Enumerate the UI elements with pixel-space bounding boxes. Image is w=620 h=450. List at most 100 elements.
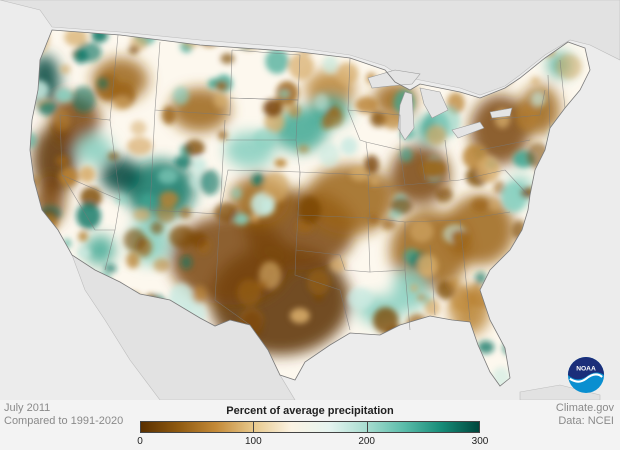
precip-patch xyxy=(107,151,119,161)
state-borders xyxy=(59,34,566,331)
legend-color-bar xyxy=(140,421,480,433)
precip-patch xyxy=(388,210,402,220)
precip-patch xyxy=(71,86,96,113)
precip-patch xyxy=(161,106,176,125)
caption-date: July 2011 xyxy=(4,402,51,414)
precip-patch xyxy=(392,268,428,312)
precip-patch xyxy=(368,213,380,225)
precip-patch xyxy=(400,147,413,163)
legend-tick-label: 100 xyxy=(244,436,262,447)
lake-michigan xyxy=(397,91,415,141)
precip-patch xyxy=(213,93,228,109)
precip-patch xyxy=(169,225,195,249)
canada-land xyxy=(0,0,620,96)
precip-patch xyxy=(322,55,338,74)
precip-patch xyxy=(417,294,427,302)
precip-patch xyxy=(372,307,399,334)
precip-patch xyxy=(531,76,541,87)
precip-patch xyxy=(73,48,89,64)
precip-patch xyxy=(288,52,314,81)
precip-patch xyxy=(297,144,310,154)
precip-patch xyxy=(251,173,265,186)
precip-patch xyxy=(56,155,70,167)
precip-patch xyxy=(178,207,192,219)
caption-left: July 2011 Compared to 1991-2020 xyxy=(4,402,123,428)
precip-patch xyxy=(501,182,527,213)
precip-patch xyxy=(278,90,290,98)
precip-patch xyxy=(126,251,140,269)
precip-patch xyxy=(424,298,441,317)
usa-outline xyxy=(29,29,591,387)
legend-tick-mark xyxy=(366,421,368,433)
precip-patch xyxy=(172,86,190,105)
precip-patch xyxy=(252,128,277,150)
precip-patch xyxy=(157,168,178,185)
precip-patch xyxy=(237,279,262,307)
caption-source: Climate.gov xyxy=(555,402,614,414)
precip-patch xyxy=(55,88,73,103)
precip-patch xyxy=(364,155,380,174)
precip-patch xyxy=(355,96,379,114)
precip-patch xyxy=(409,220,434,243)
precip-patch xyxy=(77,248,91,258)
precip-patch xyxy=(556,54,582,80)
precip-patch xyxy=(350,166,370,182)
precip-patch xyxy=(139,193,157,210)
precip-patch xyxy=(426,124,447,146)
precip-patch xyxy=(336,62,359,85)
precip-patch xyxy=(369,176,380,186)
precip-patch xyxy=(184,139,205,157)
precip-patch xyxy=(488,199,502,212)
precip-patch xyxy=(340,137,358,156)
precip-patch xyxy=(133,208,151,221)
precip-patch xyxy=(257,280,269,289)
precip-patch xyxy=(470,283,481,292)
caption-data-credit: Data: NCEI xyxy=(558,415,614,427)
precip-patch xyxy=(435,187,453,203)
precip-patch xyxy=(451,286,474,313)
precip-patch xyxy=(474,271,487,285)
precip-patch xyxy=(260,196,276,215)
legend-tick-label: 200 xyxy=(358,436,375,447)
caption-right: Climate.gov Data: NCEI xyxy=(556,402,614,428)
precip-patch xyxy=(38,100,57,116)
precipitation-map xyxy=(0,0,620,400)
precip-patch xyxy=(77,135,113,165)
precip-patch xyxy=(174,155,193,169)
precip-patch xyxy=(262,172,289,203)
precip-patch xyxy=(298,196,322,225)
precip-patch xyxy=(114,194,129,205)
precip-patch xyxy=(220,53,235,64)
precip-patch xyxy=(58,167,79,187)
precip-patch xyxy=(274,158,287,168)
precip-patch xyxy=(289,308,310,324)
precip-patch xyxy=(263,98,283,118)
precip-patch xyxy=(190,231,207,248)
precip-patch xyxy=(410,284,419,292)
legend-tick-label: 300 xyxy=(471,436,489,447)
precip-patch xyxy=(130,120,147,136)
precip-patch xyxy=(530,91,546,107)
precip-patch xyxy=(417,254,439,278)
precip-patch xyxy=(233,212,250,225)
precip-patch xyxy=(104,263,117,274)
precip-patch xyxy=(314,93,329,111)
precip-patch xyxy=(128,45,140,55)
precip-patch xyxy=(214,202,238,223)
precip-patch xyxy=(330,258,347,272)
legend-tick-label: 0 xyxy=(137,436,143,447)
precip-patch xyxy=(347,287,373,310)
legend-tick-mark xyxy=(253,421,255,433)
precip-patch xyxy=(381,218,396,231)
lake-huron xyxy=(419,87,449,119)
precip-patch xyxy=(111,96,131,111)
precip-patch xyxy=(150,221,164,235)
precip-patch xyxy=(321,116,332,130)
noaa-logo-text: NOAA xyxy=(576,365,596,372)
precip-patch xyxy=(53,108,71,131)
precip-patch xyxy=(158,190,179,208)
lake-superior xyxy=(367,69,421,89)
precip-patch xyxy=(218,130,228,141)
precip-patch xyxy=(470,95,530,165)
precip-patch xyxy=(471,197,489,212)
